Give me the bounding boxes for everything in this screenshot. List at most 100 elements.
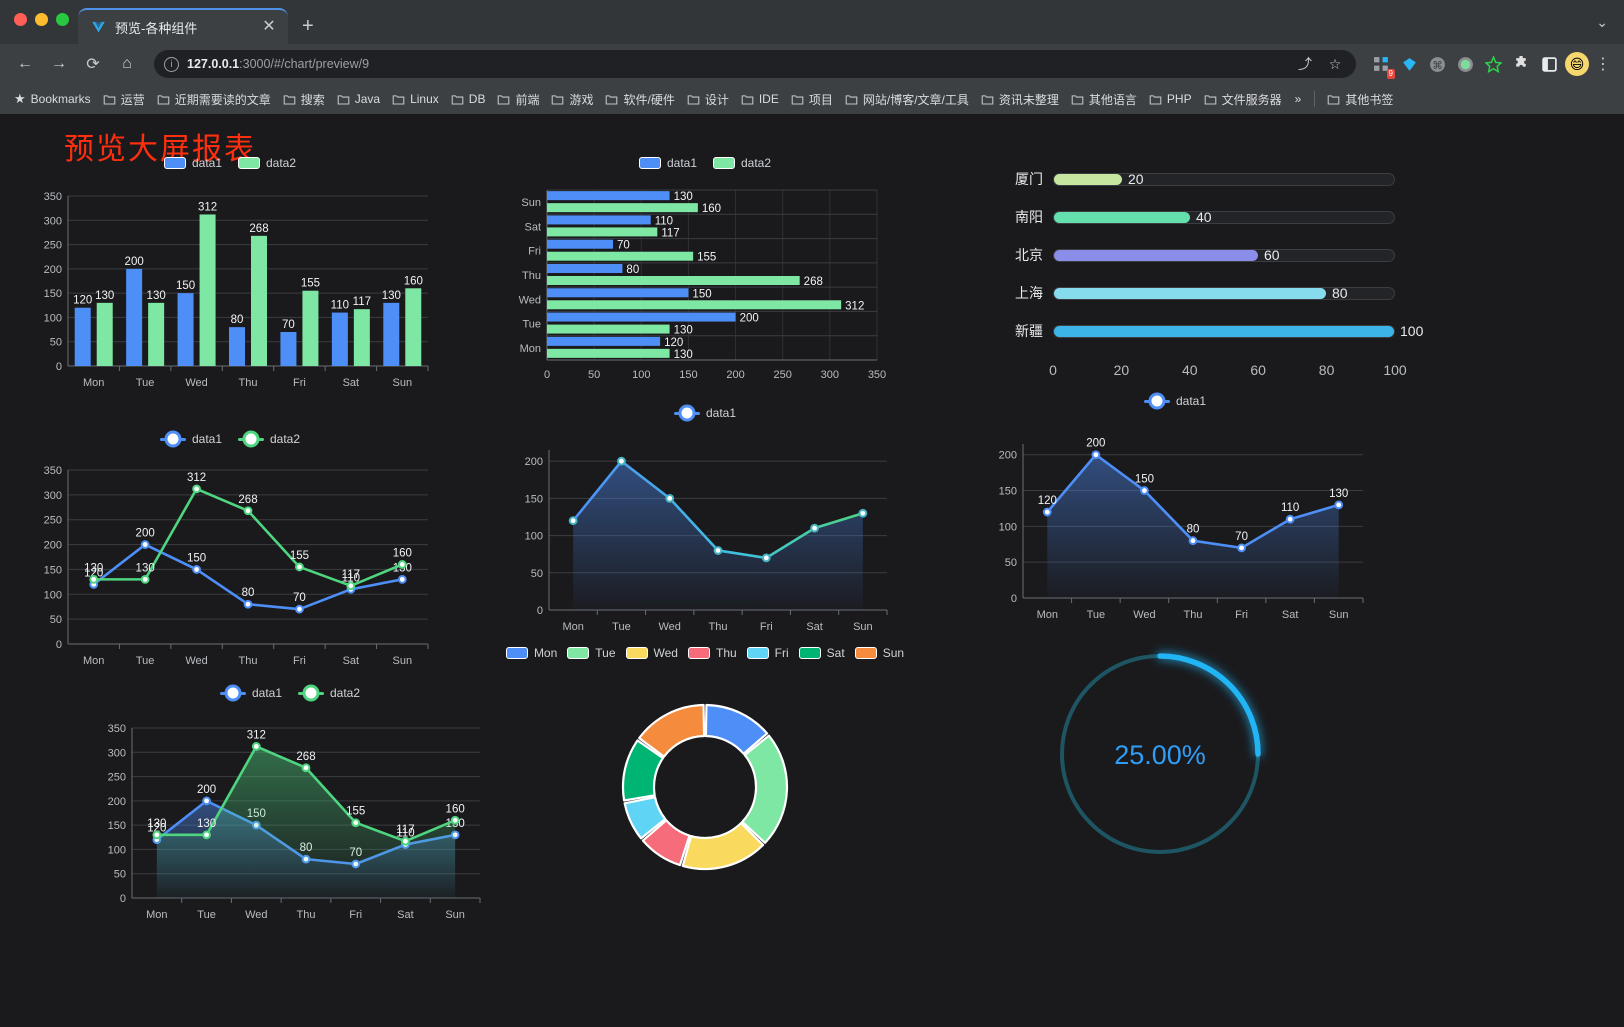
browser-tab[interactable]: 预览-各种组件 ✕ — [78, 8, 288, 44]
svg-text:Sat: Sat — [343, 655, 360, 667]
avatar[interactable]: 😄 — [1564, 51, 1590, 77]
svg-text:Mon: Mon — [146, 909, 167, 921]
bookmark-folder[interactable]: 其他语言 — [1065, 88, 1143, 111]
star-icon[interactable]: ☆ — [1328, 55, 1342, 72]
bookmark-folder[interactable]: 设计 — [681, 88, 735, 111]
share-icon[interactable]: ⤴ — [1298, 56, 1312, 72]
svg-text:312: 312 — [845, 300, 864, 312]
line-gradient-plot: 0 50 100 150 200 Mon Tue Wed Thu Fri Sat Sun — [525, 450, 888, 633]
progress-track[interactable]: 100 — [1053, 323, 1423, 339]
svg-text:120: 120 — [73, 295, 92, 307]
address-bar[interactable]: i 127.0.0.1:3000/#/chart/preview/9 ⤴ ☆ — [154, 50, 1356, 78]
chevron-down-icon[interactable]: ⌄ — [1596, 14, 1608, 30]
legend-swatch — [238, 437, 264, 441]
bookmark-folder[interactable]: 资讯未整理 — [975, 88, 1065, 111]
svg-text:0: 0 — [120, 893, 126, 905]
bookmark-folder[interactable]: 软件/硬件 — [599, 88, 680, 111]
svg-text:Thu: Thu — [239, 377, 258, 389]
svg-text:Sun: Sun — [392, 655, 412, 667]
minimize-window-button[interactable] — [35, 13, 48, 26]
chart-bar-horizontal[interactable]: data1 data2 0 50 100 150 200 250 300 350 Sun 130 1… — [505, 156, 905, 446]
bookmark-other[interactable]: 其他书签 — [1321, 88, 1399, 111]
bookmark-folder[interactable]: 项目 — [785, 88, 839, 111]
info-icon[interactable]: i — [164, 56, 179, 72]
progress-track[interactable]: 40 — [1053, 209, 1395, 225]
progress-track[interactable]: 20 — [1053, 171, 1395, 187]
chart-donut[interactable]: Mon Tue Wed Thu Fri Sat Sun — [490, 646, 920, 946]
legend-item-data1[interactable]: data1 — [1143, 394, 1206, 408]
circle-green-icon[interactable] — [1452, 51, 1478, 77]
home-button[interactable]: ⌂ — [122, 55, 132, 72]
legend-label: Wed — [653, 646, 678, 660]
bookmark-folder[interactable]: Java — [331, 89, 386, 109]
svg-text:Mon: Mon — [83, 377, 104, 389]
extensions-grid-icon[interactable]: 9 — [1368, 51, 1395, 79]
bookmark-folder[interactable]: DB — [445, 89, 492, 109]
svg-text:300: 300 — [108, 747, 126, 759]
bookmark-folder[interactable]: PHP — [1143, 89, 1198, 109]
bookmark-folder[interactable]: 近期需要读的文章 — [151, 88, 277, 111]
bookmark-folder[interactable]: IDE — [735, 89, 785, 109]
legend-item-data2[interactable]: data2 — [238, 156, 296, 170]
window-controls[interactable] — [14, 13, 69, 26]
svg-text:300: 300 — [821, 369, 839, 381]
chart-gauge[interactable]: 25.00% — [1035, 626, 1285, 906]
chart-line-two-series[interactable]: data1 data2 0 50 100 150 200 250 300 350 Mon Tue W… — [20, 432, 440, 732]
bookmark-folder[interactable]: Linux — [386, 89, 445, 109]
chart-line-gradient[interactable]: data1 0 50 100 150 200 Mon Tue Wed Thu Fri Sat Sun — [505, 406, 905, 726]
bookmark-folder[interactable]: 游戏 — [545, 88, 599, 111]
bookmark-folder[interactable]: 前端 — [491, 88, 545, 111]
svg-text:200: 200 — [44, 540, 62, 552]
close-window-button[interactable] — [14, 13, 27, 26]
legend-item-data2[interactable]: data2 — [298, 686, 360, 700]
legend-item-data1[interactable]: data1 — [159, 432, 222, 446]
command-icon[interactable]: ⌘ — [1424, 51, 1450, 77]
legend-swatch — [298, 691, 324, 695]
chart-bar-vertical[interactable]: data1 data2 0 50 100 150 200 250 300 350 Mon 120 1… — [20, 156, 440, 446]
legend-item-data1[interactable]: data1 — [638, 156, 697, 170]
legend-item-sat[interactable]: Sat — [798, 646, 845, 660]
reload-button[interactable]: ⟳ — [86, 56, 100, 73]
chart-area-two-series[interactable]: data1 data2 0 50 100 150 200 250 300 350 Mon Tue W… — [80, 686, 500, 986]
puzzle-icon[interactable] — [1508, 51, 1534, 77]
legend-item-wed[interactable]: Wed — [625, 646, 678, 660]
legend-item-data2[interactable]: data2 — [713, 156, 771, 170]
legend-item-data1[interactable]: data1 — [219, 686, 282, 700]
legend-item-sun[interactable]: Sun — [854, 646, 904, 660]
svg-text:200: 200 — [1086, 438, 1105, 450]
browser-menu-button[interactable]: ⋮ — [1595, 56, 1611, 73]
back-button[interactable]: ← — [17, 55, 33, 72]
bookmarks-overflow-button[interactable]: » — [1294, 92, 1302, 106]
svg-text:268: 268 — [238, 494, 257, 506]
legend-item-tue[interactable]: Tue — [567, 646, 616, 660]
chart-progress-bars[interactable]: 厦门 20 南阳 40 北京 60 上海 80 新疆 100 0 20 40 60 80 100 — [995, 156, 1423, 446]
forward-button[interactable]: → — [51, 55, 67, 72]
svg-text:0: 0 — [56, 639, 62, 651]
svg-text:300: 300 — [44, 490, 62, 502]
legend-swatch — [505, 647, 528, 659]
legend-item-data2[interactable]: data2 — [238, 432, 300, 446]
legend-item-fri[interactable]: Fri — [746, 646, 789, 660]
legend-item-data1[interactable]: data1 — [163, 156, 222, 170]
chart-area-single[interactable]: data1 0 50 100 150 200 Mon Tue Wed Thu Fri Sat Sun 1… — [975, 394, 1375, 714]
progress-track[interactable]: 80 — [1053, 285, 1395, 301]
bookmark-folder[interactable]: 运营 — [97, 88, 151, 111]
close-tab-button[interactable]: ✕ — [262, 18, 276, 35]
legend-item-mon[interactable]: Mon — [505, 646, 557, 660]
new-tab-button[interactable]: + — [302, 15, 314, 37]
progress-track[interactable]: 60 — [1053, 247, 1395, 263]
chart-grid: data1 data2 0 50 100 150 200 250 300 350 Mon 120 1… — [0, 114, 1624, 1027]
diamond-icon[interactable] — [1396, 51, 1422, 77]
sidepanel-icon[interactable] — [1536, 51, 1562, 77]
legend-item-thu[interactable]: Thu — [687, 646, 737, 660]
star-green-icon[interactable] — [1480, 51, 1506, 77]
svg-text:160: 160 — [702, 203, 721, 215]
maximize-window-button[interactable] — [56, 13, 69, 26]
bookmark-folder[interactable]: 文件服务器 — [1198, 88, 1288, 111]
svg-text:268: 268 — [296, 751, 315, 763]
legend-item-data1[interactable]: data1 — [673, 406, 736, 420]
bookmark-bookmarks[interactable]: ★ Bookmarks — [8, 88, 97, 110]
bookmark-folder[interactable]: 搜索 — [277, 88, 331, 111]
svg-text:130: 130 — [674, 325, 693, 337]
bookmark-folder[interactable]: 网站/博客/文章/工具 — [839, 88, 975, 111]
